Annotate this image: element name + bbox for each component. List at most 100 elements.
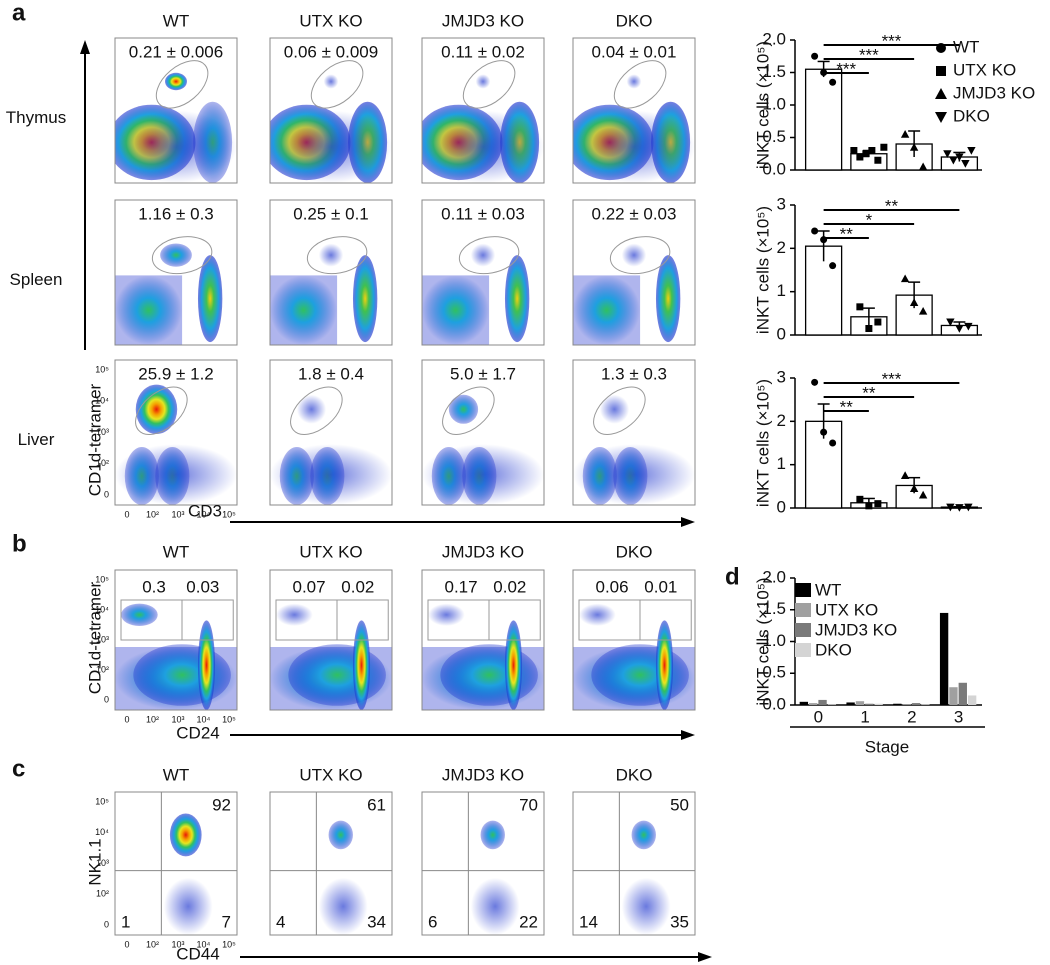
population: [270, 110, 392, 183]
legend-entry: UTX KO: [815, 600, 878, 619]
population: [270, 444, 392, 505]
quadrant-value: 22: [519, 912, 538, 931]
density: [115, 200, 237, 345]
data-point: [935, 112, 947, 123]
data-point: [856, 495, 864, 503]
plot-frame: [269, 359, 393, 506]
data-point: [811, 52, 819, 60]
population: [573, 275, 641, 345]
x-tick-label: 10⁵: [222, 509, 236, 519]
significance-label: **: [862, 383, 876, 402]
population: [160, 243, 192, 267]
plot-frame: [114, 359, 238, 506]
flow-plot: [269, 359, 393, 506]
bar: [804, 68, 843, 171]
gate-value: 0.02: [493, 577, 526, 596]
y-axis-label: NK1.1: [85, 838, 104, 885]
flow-plot: [421, 199, 545, 346]
y-tick-label: 10²: [96, 889, 109, 899]
data-point: [961, 160, 970, 168]
data-point: [865, 502, 873, 510]
population: [288, 644, 386, 706]
data-point: [829, 262, 837, 270]
gate-value: 0.21 ± 0.006: [129, 42, 223, 61]
column-header: JMJD3 KO: [442, 765, 524, 784]
bar: [893, 703, 902, 705]
x-axis-label: CD3: [188, 501, 222, 520]
legend-swatch: [795, 623, 811, 637]
data-point: [964, 322, 973, 331]
significance-label: **: [840, 224, 854, 243]
density: [270, 360, 392, 505]
gate: [458, 236, 520, 275]
row-label: Thymus: [6, 108, 66, 127]
flow-plot: [572, 359, 696, 506]
data-point: [946, 318, 955, 327]
significance-label: ***: [836, 59, 856, 78]
panel-letter: d: [725, 563, 740, 590]
y-tick-label: 10⁵: [95, 574, 109, 584]
x-tick-label: 10³: [171, 509, 184, 519]
y-axis-label: iNKT cells (×10⁵): [753, 206, 772, 334]
panel-letter: b: [12, 530, 27, 557]
data-point: [900, 130, 910, 138]
data-point: [955, 325, 964, 333]
data-point: [918, 162, 928, 171]
flow-plot: [572, 37, 696, 184]
bar: [799, 701, 809, 705]
legend-swatch: [795, 643, 811, 657]
plot-frame: [269, 37, 393, 184]
population: [422, 275, 490, 345]
data-point: [829, 78, 837, 86]
quadrant-value: 50: [670, 795, 689, 814]
y-tick-label: 0.5: [762, 127, 786, 146]
y-axis-label: CD1d-tetramer: [85, 383, 104, 496]
plot-frame: [572, 359, 696, 506]
x-tick-label: 1: [860, 707, 869, 726]
data-point: [880, 143, 888, 151]
y-tick-label: 10³: [96, 858, 109, 868]
population: [197, 620, 216, 710]
y-axis-label: iNKT cells (×10⁵): [753, 577, 772, 705]
x-tick-label: 10⁵: [222, 939, 236, 949]
gate: [306, 236, 368, 275]
population: [428, 603, 465, 626]
x-tick-label: 10³: [171, 939, 184, 949]
x-tick-label: 10⁴: [197, 714, 211, 724]
flow-plot: [114, 791, 238, 936]
population: [328, 820, 353, 850]
plot-frame: [421, 569, 545, 711]
plot-frame: [572, 791, 696, 936]
column-header: WT: [163, 765, 189, 784]
density: [115, 360, 237, 505]
x-tick-label: 10³: [171, 714, 184, 724]
y-tick-label: 10²: [96, 664, 109, 674]
population: [115, 275, 183, 345]
plot-frame: [421, 199, 545, 346]
y-tick-label: 0: [104, 489, 109, 499]
data-point: [936, 43, 946, 53]
bar: [855, 701, 865, 705]
y-tick-label: 2.0: [762, 567, 786, 586]
population: [448, 394, 479, 424]
flow-plot: [572, 791, 696, 936]
data-point: [874, 500, 882, 508]
column-header: DKO: [616, 11, 653, 30]
bar: [902, 704, 911, 705]
density: [422, 792, 544, 935]
gate: [310, 60, 364, 109]
column-header: UTX KO: [299, 11, 362, 30]
quadrant-value: 14: [579, 912, 598, 931]
gate-value: 0.06 ± 0.009: [284, 42, 378, 61]
data-point: [868, 147, 876, 154]
quadrant-value: 70: [519, 795, 538, 814]
plot-frame: [269, 791, 393, 936]
gate-value: 0.02: [341, 577, 374, 596]
y-tick-label: 10³: [96, 427, 109, 437]
gate-value: 0.3: [142, 577, 166, 596]
population: [480, 820, 505, 850]
gate-value: 0.06: [595, 577, 628, 596]
population: [296, 394, 327, 424]
density: [573, 360, 695, 505]
plot-frame: [421, 791, 545, 936]
